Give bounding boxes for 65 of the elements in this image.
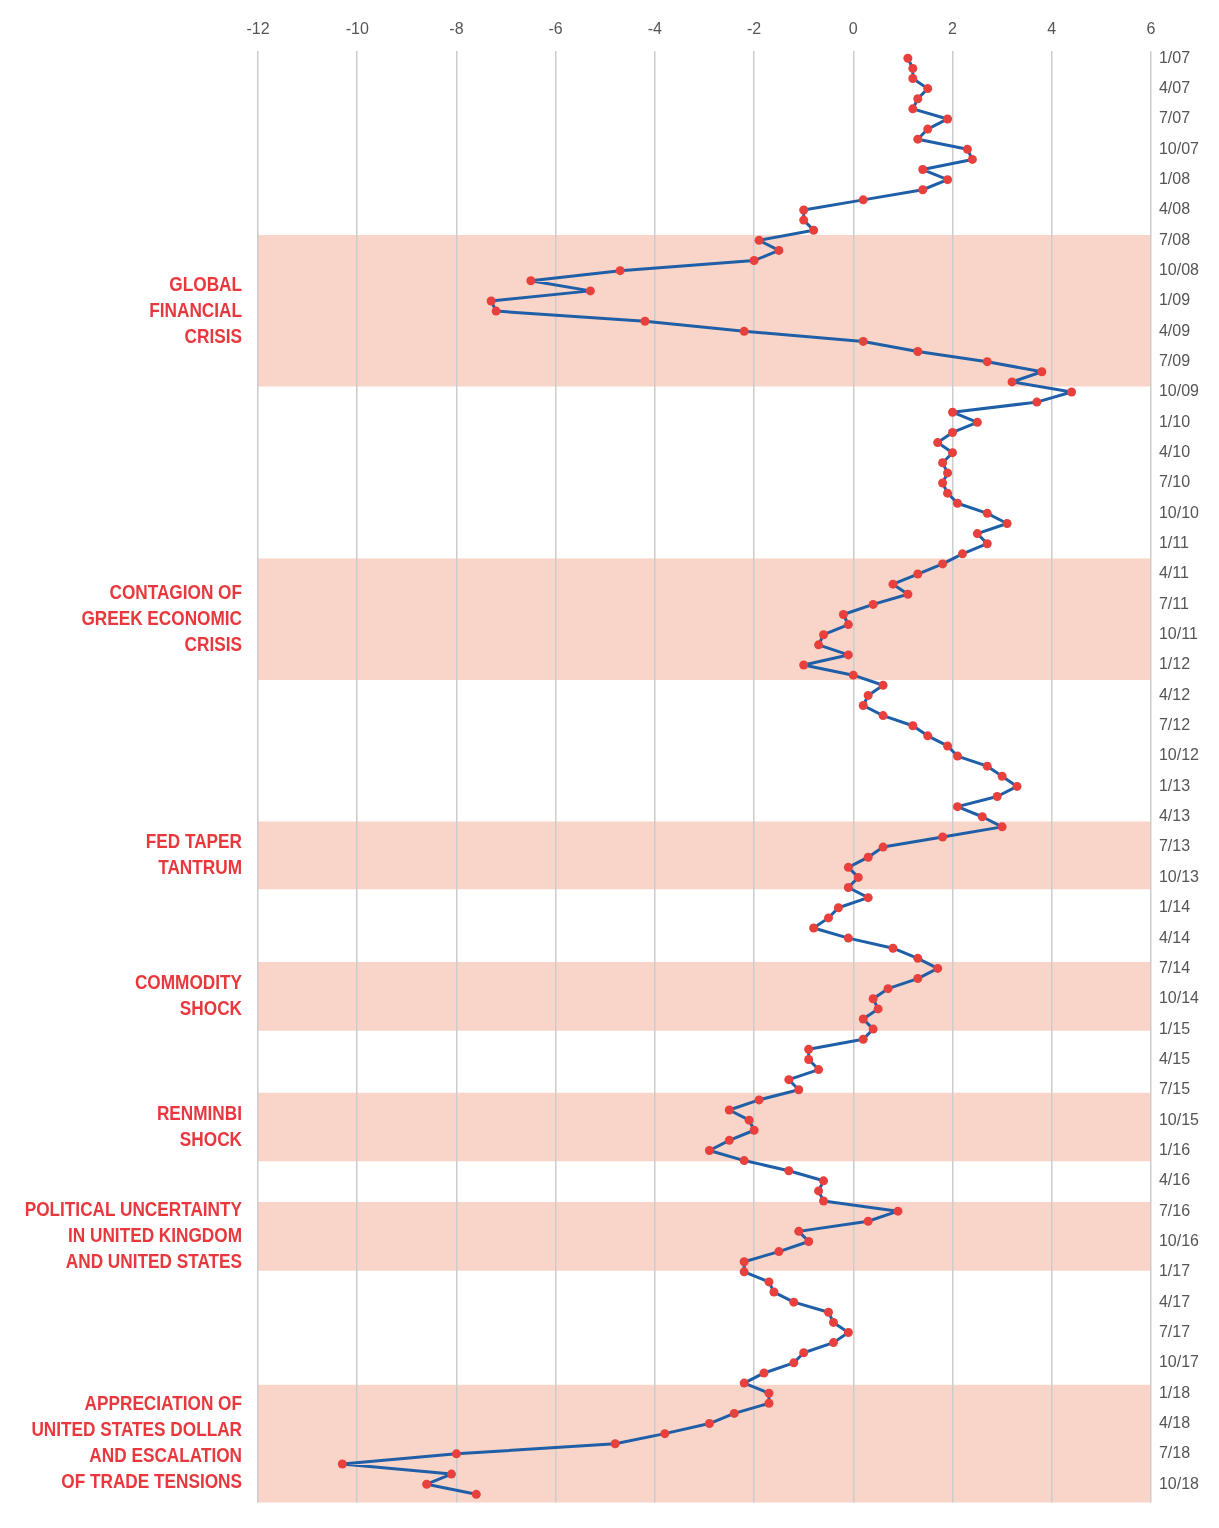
- y-tick-label: 4/14: [1158, 928, 1191, 946]
- y-tick-label: 1/17: [1158, 1262, 1191, 1280]
- y-tick-label: 4/11: [1158, 564, 1190, 582]
- y-tick-label: 4/12: [1158, 685, 1191, 703]
- band-label: POLITICAL UNCERTAINTY IN UNITED KINGDOM AND UNITED STATES: [24, 1197, 243, 1273]
- y-tick-label: 10/08: [1158, 261, 1200, 279]
- y-tick-label: 10/10: [1158, 503, 1200, 521]
- y-tick-label: 7/11: [1158, 594, 1190, 612]
- y-tick-label: 10/15: [1158, 1110, 1200, 1128]
- y-tick-label: 1/08: [1158, 170, 1191, 188]
- y-tick-label: 1/16: [1158, 1140, 1191, 1158]
- y-tick-label: 4/10: [1158, 443, 1191, 461]
- x-tick-label: 2: [948, 20, 958, 38]
- x-tick-label: -12: [246, 20, 270, 38]
- y-tick-label: 7/12: [1158, 716, 1191, 734]
- y-tick-label: 1/10: [1158, 412, 1191, 430]
- y-tick-label: 1/18: [1158, 1383, 1191, 1401]
- y-tick-label: 1/07: [1158, 48, 1191, 66]
- y-tick-label: 7/14: [1158, 958, 1191, 976]
- y-tick-label: 10/12: [1158, 746, 1200, 764]
- y-tick-label: 1/14: [1158, 898, 1191, 916]
- band-label: FED TAPER TANTRUM: [145, 829, 243, 879]
- y-tick-label: 4/07: [1158, 79, 1191, 97]
- y-tick-label: 1/09: [1158, 291, 1191, 309]
- y-tick-label: 10/18: [1158, 1474, 1200, 1492]
- y-tick-label: 10/07: [1158, 139, 1200, 157]
- y-tick-label: 1/15: [1158, 1019, 1191, 1037]
- x-tick-label: 0: [848, 20, 858, 38]
- y-tick-label: 4/08: [1158, 200, 1191, 218]
- band-label: RENMINBI SHOCK: [156, 1101, 243, 1151]
- x-tick-label: -4: [647, 20, 663, 38]
- band-label: CONTAGION OF GREEK ECONOMIC CRISIS: [81, 580, 243, 656]
- y-tick-label: 4/13: [1158, 807, 1191, 825]
- y-tick-label: 7/18: [1158, 1444, 1191, 1462]
- y-tick-label: 7/17: [1158, 1322, 1191, 1340]
- y-tick-label: 4/18: [1158, 1413, 1191, 1431]
- y-tick-label: 4/17: [1158, 1292, 1191, 1310]
- x-tick-label: -10: [345, 20, 369, 38]
- x-tick-label: 4: [1047, 20, 1057, 38]
- y-tick-label: 1/11: [1158, 534, 1190, 552]
- y-tick-label: 7/09: [1158, 352, 1191, 370]
- y-tick-label: 10/11: [1158, 625, 1198, 643]
- x-tick-label: 6: [1146, 20, 1156, 38]
- y-tick-label: 7/16: [1158, 1201, 1191, 1219]
- y-tick-label: 7/08: [1158, 230, 1191, 248]
- x-tick-label: -2: [746, 20, 762, 38]
- y-tick-label: 10/09: [1158, 382, 1200, 400]
- y-tick-label: 7/10: [1158, 473, 1191, 491]
- y-tick-label: 4/09: [1158, 321, 1191, 339]
- band-label: GLOBAL FINANCIAL CRISIS: [149, 271, 243, 347]
- y-tick-label: 1/13: [1158, 776, 1191, 794]
- x-tick-label: -8: [449, 20, 464, 38]
- x-tick-label: -6: [548, 20, 563, 38]
- y-tick-label: 7/07: [1158, 109, 1191, 127]
- y-tick-label: 10/14: [1158, 989, 1200, 1007]
- y-tick-label: 4/15: [1158, 1049, 1191, 1067]
- band-label: COMMODITY SHOCK: [134, 970, 243, 1020]
- y-tick-label: 4/16: [1158, 1171, 1191, 1189]
- y-tick-label: 7/15: [1158, 1080, 1191, 1098]
- y-tick-label: 1/12: [1158, 655, 1191, 673]
- y-tick-label: 10/16: [1158, 1231, 1200, 1249]
- y-tick-label: 7/13: [1158, 837, 1191, 855]
- y-tick-label: 10/13: [1158, 867, 1200, 885]
- band-label: APPRECIATION OF UNITED STATES DOLLAR AND ESCALATION OF TRADE TENSIONS: [31, 1391, 243, 1493]
- y-tick-label: 10/17: [1158, 1353, 1200, 1371]
